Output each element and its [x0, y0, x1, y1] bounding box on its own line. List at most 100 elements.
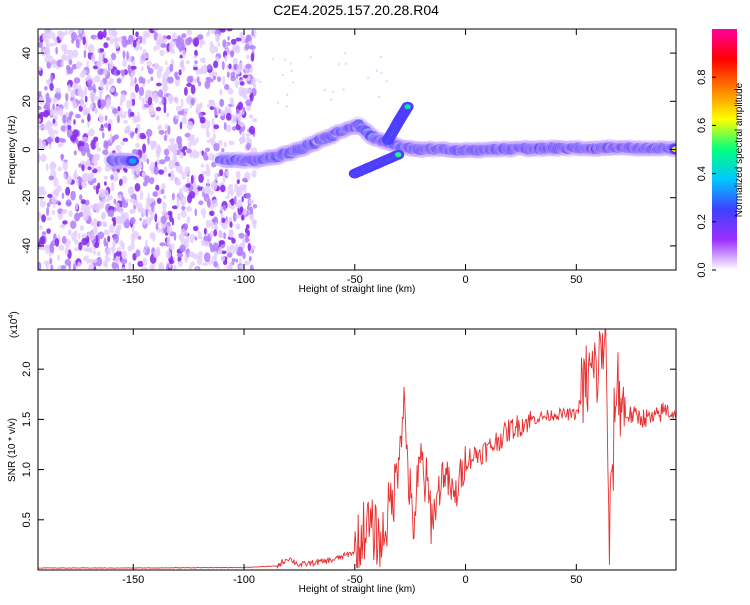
noise-dot [153, 250, 160, 259]
noise-dot [281, 73, 284, 77]
noise-dot [64, 30, 68, 36]
noise-dot [111, 135, 116, 142]
noise-dot [227, 87, 234, 95]
noise-dot [50, 264, 54, 270]
noise-dot [136, 130, 140, 140]
noise-dot [78, 145, 85, 152]
noise-dot [162, 201, 167, 212]
noise-dot [184, 254, 188, 263]
noise-dot [180, 169, 184, 175]
noise-dot [156, 82, 162, 87]
noise-dot [239, 206, 244, 213]
noise-dot [230, 38, 237, 45]
noise-dot [178, 142, 183, 151]
noise-dot [114, 175, 119, 181]
noise-dot [186, 216, 191, 224]
noise-dot [166, 35, 172, 40]
snr-panel: -150 -100 -50 0 50 0.5 1.0 1.5 2.0 Height of str… [7, 311, 677, 595]
noise-dot [49, 82, 54, 91]
noise-dot [94, 75, 101, 83]
snr-marks [38, 329, 676, 569]
noise-dot [180, 210, 187, 218]
noise-dot [102, 29, 107, 39]
noise-dot [229, 188, 234, 197]
noise-dot [66, 67, 74, 75]
noise-dot [226, 29, 233, 32]
noise-dot [41, 231, 47, 236]
noise-dot [142, 248, 146, 254]
noise-dot [131, 98, 136, 107]
noise-dot [234, 44, 241, 54]
noise-dot [90, 258, 98, 263]
noise-dot [142, 257, 148, 267]
noise-dot [64, 100, 69, 110]
noise-dot [186, 120, 194, 131]
noise-dot [115, 202, 120, 209]
noise-dot [135, 142, 141, 148]
noise-dot [79, 225, 85, 231]
noise-dot [144, 53, 150, 59]
noise-dot [161, 96, 165, 105]
noise-dot [97, 30, 104, 40]
noise-dot [168, 159, 175, 170]
noise-dot [214, 106, 217, 117]
noise-dot [75, 38, 80, 49]
noise-dot [92, 83, 96, 92]
noise-dot [57, 166, 62, 172]
noise-dot [103, 142, 108, 149]
noise-dot [175, 96, 179, 105]
noise-dot [116, 50, 120, 55]
noise-dot [235, 223, 241, 230]
noise-dot [79, 72, 86, 78]
noise-dot [121, 250, 127, 260]
noise-dot [155, 115, 160, 121]
noise-dot [38, 261, 42, 270]
noise-dot [107, 165, 113, 171]
noise-dot [213, 124, 220, 130]
noise-dot [242, 74, 249, 79]
noise-dot [132, 252, 137, 261]
noise-dot [66, 180, 72, 185]
noise-dot [48, 55, 54, 64]
noise-dot [140, 66, 144, 72]
noise-dot [173, 143, 178, 152]
noise-dot [163, 86, 167, 96]
noise-dot [60, 265, 67, 270]
snr-frame [37, 328, 677, 571]
noise-dot [96, 256, 103, 267]
noise-dot [74, 230, 78, 237]
noise-dot [215, 46, 219, 54]
spectrogram-ylabel: Frequency (Hz) [7, 116, 18, 185]
noise-dot [189, 234, 196, 240]
snr-xlabel: Height of straight line (km) [299, 584, 416, 595]
noise-dot [40, 46, 47, 55]
noise-dot [158, 89, 164, 98]
noise-dot [212, 75, 216, 81]
noise-dot [61, 138, 66, 143]
noise-dot [159, 49, 165, 57]
noise-dot [245, 133, 251, 137]
noise-dot [227, 36, 230, 41]
noise-dot [230, 71, 236, 78]
noise-dot [82, 211, 89, 222]
noise-dot [93, 185, 96, 190]
noise-dot [106, 197, 111, 203]
noise-dot [122, 50, 126, 59]
noise-dot [256, 79, 259, 82]
noise-dot [146, 90, 152, 96]
noise-dot [81, 237, 88, 246]
noise-dot [135, 249, 141, 257]
noise-dot [74, 212, 81, 222]
noise-dot [163, 195, 167, 200]
noise-dot [142, 218, 146, 226]
noise-dot [229, 221, 233, 228]
noise-dot [91, 154, 98, 164]
noise-dot [91, 54, 96, 63]
noise-dot [185, 60, 191, 64]
noise-dot [154, 213, 158, 223]
colorbar-tick-label: 0.4 [696, 166, 708, 181]
noise-dot [68, 210, 73, 218]
noise-dot [249, 206, 254, 215]
noise-dot [50, 74, 54, 83]
colorbar-gradient [712, 29, 737, 270]
